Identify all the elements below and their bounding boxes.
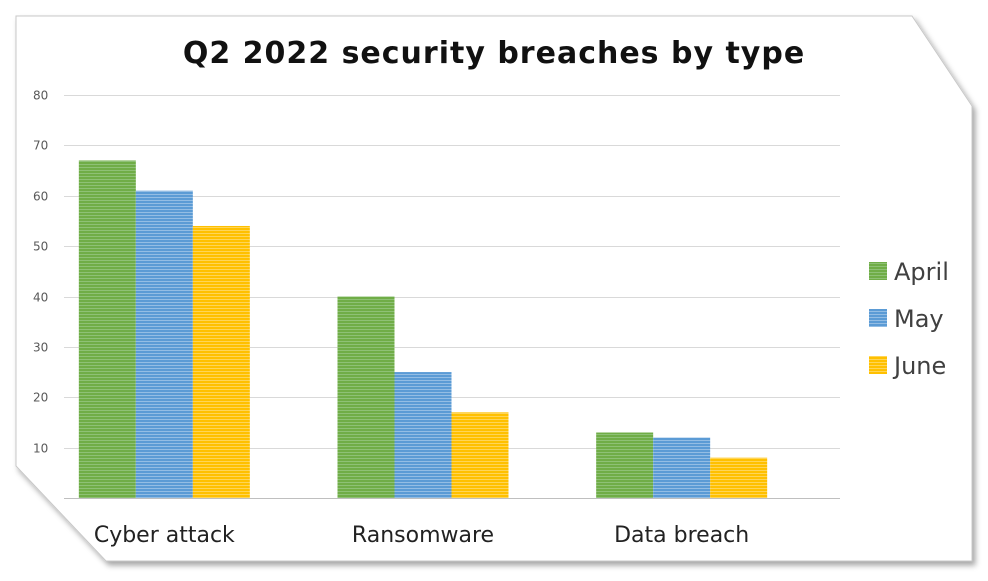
- x-category-label: Data breach: [614, 523, 749, 548]
- legend-swatch-april: [869, 262, 887, 280]
- bar-may-2: [653, 437, 711, 498]
- bar-april-0: [78, 160, 136, 499]
- bar-june-2: [710, 457, 768, 498]
- legend-swatch-june: [869, 356, 887, 374]
- y-tick-label: 60: [33, 190, 48, 204]
- legend-label-june: June: [892, 352, 946, 380]
- bar-june-1: [451, 412, 509, 498]
- legend-swatch-may: [869, 309, 887, 327]
- y-tick-label: 70: [33, 139, 48, 153]
- legend: April May June: [869, 258, 949, 380]
- legend-label-april: April: [894, 258, 949, 286]
- y-tick-label: 30: [33, 341, 48, 355]
- bars: [78, 160, 768, 499]
- bar-may-0: [135, 190, 193, 498]
- x-category-label: Ransomware: [352, 523, 494, 548]
- bar-april-2: [596, 432, 654, 498]
- bar-june-0: [192, 225, 250, 498]
- y-tick-label: 80: [33, 89, 48, 103]
- x-category-label: Cyber attack: [94, 523, 235, 548]
- chart-frame: [15, 15, 973, 562]
- y-axis-ticks: 10 20 30 40 50 60 70 80: [33, 89, 48, 456]
- y-tick-label: 50: [33, 240, 48, 254]
- legend-label-may: May: [894, 305, 944, 333]
- y-tick-label: 10: [33, 442, 48, 456]
- x-axis-labels: Cyber attack Ransomware Data breach: [94, 523, 749, 548]
- chart-title: Q2 2022 security breaches by type: [183, 36, 805, 71]
- bar-april-1: [337, 296, 395, 498]
- bar-may-1: [394, 372, 452, 498]
- y-tick-label: 20: [33, 391, 48, 405]
- y-tick-label: 40: [33, 291, 48, 305]
